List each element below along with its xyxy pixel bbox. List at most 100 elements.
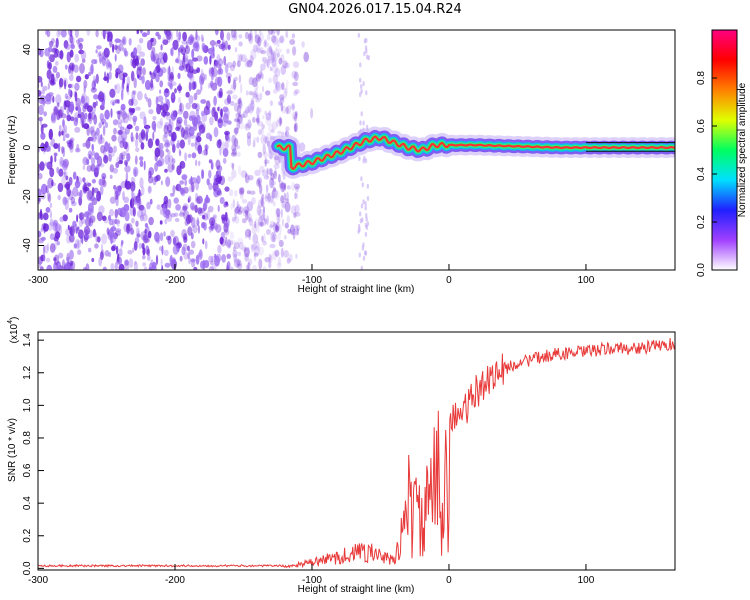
noise-speck bbox=[54, 48, 59, 54]
noise-speck bbox=[120, 103, 126, 111]
x-tick-label: -200 bbox=[165, 275, 185, 286]
colorbar-tick-label: 0.8 bbox=[696, 71, 707, 85]
noise-speck bbox=[225, 72, 232, 79]
noise-speck bbox=[57, 194, 61, 201]
artifact-speck bbox=[360, 84, 363, 89]
spectrogram-plot-area bbox=[38, 30, 675, 270]
noise-speck bbox=[236, 60, 241, 68]
noise-speck bbox=[195, 179, 200, 191]
noise-speck bbox=[251, 197, 256, 205]
noise-speck bbox=[38, 230, 42, 238]
noise-speck bbox=[231, 162, 235, 171]
noise-speck bbox=[74, 239, 81, 250]
noise-speck bbox=[221, 141, 225, 151]
noise-speck bbox=[200, 72, 206, 83]
noise-speck bbox=[54, 76, 59, 82]
noise-speck bbox=[83, 123, 90, 130]
noise-speck bbox=[49, 243, 56, 253]
noise-speck bbox=[142, 247, 146, 256]
noise-speck bbox=[113, 127, 117, 135]
noise-speck bbox=[59, 77, 64, 88]
noise-speck bbox=[148, 216, 154, 226]
noise-speck bbox=[67, 224, 70, 231]
noise-speck bbox=[292, 116, 297, 122]
noise-speck bbox=[112, 43, 115, 53]
noise-speck bbox=[146, 125, 149, 134]
noise-speck bbox=[231, 30, 237, 38]
noise-speck bbox=[291, 70, 298, 79]
noise-speck bbox=[161, 265, 164, 270]
noise-speck bbox=[187, 245, 190, 252]
noise-speck bbox=[77, 249, 82, 255]
noise-speck bbox=[263, 175, 270, 180]
noise-speck bbox=[210, 260, 214, 265]
noise-speck bbox=[86, 158, 90, 165]
noise-speck bbox=[272, 201, 276, 207]
noise-speck bbox=[123, 196, 130, 204]
noise-speck bbox=[91, 136, 97, 142]
noise-speck bbox=[228, 189, 234, 197]
noise-speck bbox=[215, 41, 218, 48]
noise-speck bbox=[233, 240, 236, 247]
noise-speck bbox=[139, 156, 144, 161]
noise-speck bbox=[251, 223, 257, 235]
noise-speck bbox=[66, 114, 72, 122]
noise-speck bbox=[290, 103, 296, 110]
noise-speck bbox=[215, 159, 221, 170]
noise-speck bbox=[79, 63, 85, 74]
noise-speck bbox=[280, 208, 283, 218]
noise-speck bbox=[301, 41, 305, 48]
noise-speck bbox=[247, 103, 254, 114]
noise-speck bbox=[278, 116, 282, 127]
noise-speck bbox=[210, 80, 214, 88]
noise-speck bbox=[187, 134, 191, 146]
noise-speck bbox=[57, 182, 64, 193]
noise-speck bbox=[140, 30, 143, 34]
noise-speck bbox=[62, 160, 68, 171]
noise-speck bbox=[197, 225, 200, 234]
noise-speck bbox=[142, 67, 146, 76]
noise-speck bbox=[96, 211, 103, 222]
noise-speck bbox=[284, 62, 290, 69]
noise-speck bbox=[279, 180, 284, 186]
noise-speck bbox=[162, 39, 169, 45]
noise-speck bbox=[187, 36, 194, 46]
noise-speck bbox=[201, 37, 204, 43]
noise-speck bbox=[235, 112, 241, 119]
noise-speck bbox=[102, 266, 107, 270]
noise-speck bbox=[164, 207, 168, 215]
noise-speck bbox=[167, 163, 174, 173]
noise-speck bbox=[265, 184, 269, 193]
noise-speck bbox=[126, 85, 129, 93]
noise-speck bbox=[296, 224, 300, 232]
noise-speck bbox=[291, 182, 296, 191]
noise-speck bbox=[202, 238, 205, 245]
noise-speck bbox=[145, 96, 149, 102]
noise-speck bbox=[64, 43, 71, 51]
noise-speck bbox=[256, 178, 261, 187]
noise-speck bbox=[138, 204, 145, 211]
noise-speck bbox=[264, 157, 267, 163]
noise-speck bbox=[208, 68, 215, 77]
noise-speck bbox=[49, 202, 53, 208]
artifact-speck bbox=[364, 201, 367, 207]
x-tick-label: 0 bbox=[446, 575, 452, 586]
noise-speck bbox=[226, 94, 232, 104]
noise-speck bbox=[136, 55, 139, 62]
noise-speck bbox=[53, 254, 60, 266]
noise-speck bbox=[257, 199, 264, 209]
noise-speck bbox=[244, 233, 248, 239]
artifact-speck bbox=[359, 120, 362, 126]
noise-speck bbox=[115, 45, 121, 55]
noise-speck bbox=[294, 192, 297, 200]
snr-y-multiplier-exp: 4 bbox=[7, 320, 14, 324]
noise-speck bbox=[58, 109, 63, 119]
noise-speck bbox=[165, 148, 169, 153]
noise-speck bbox=[267, 56, 272, 61]
noise-speck bbox=[80, 100, 86, 108]
artifact-speck bbox=[362, 255, 366, 261]
noise-speck bbox=[185, 40, 189, 50]
noise-speck bbox=[86, 105, 93, 113]
noise-speck bbox=[62, 196, 68, 206]
noise-speck bbox=[168, 81, 173, 88]
